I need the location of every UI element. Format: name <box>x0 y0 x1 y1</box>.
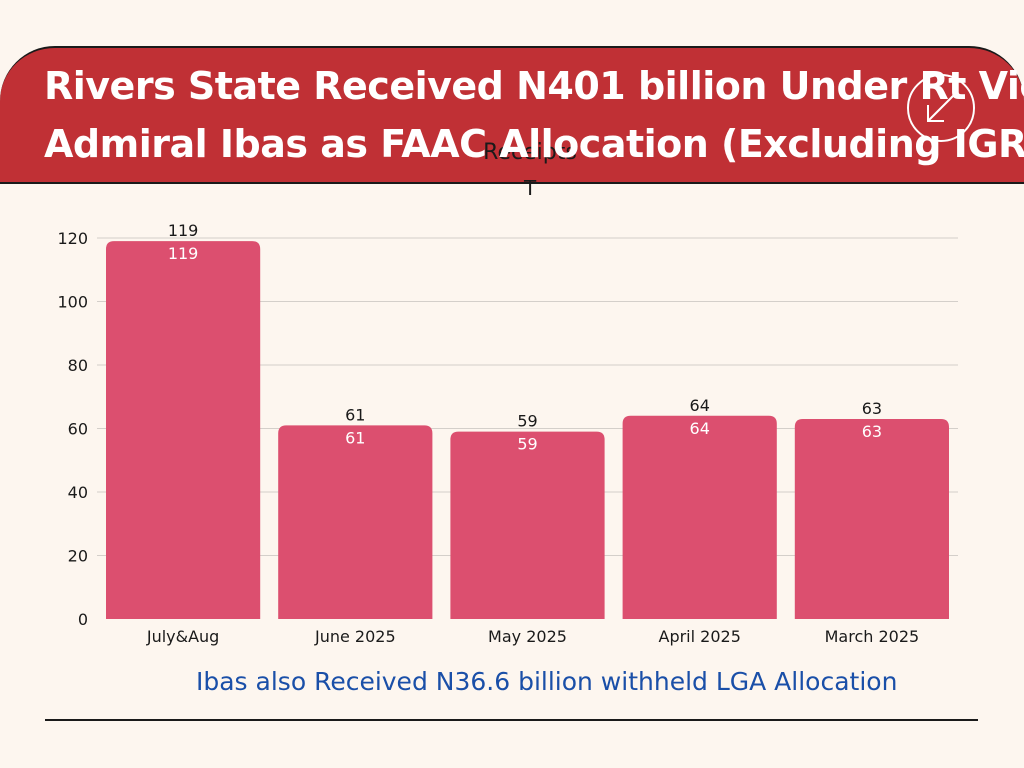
x-tick-label-2: May 2025 <box>488 627 567 646</box>
x-tick-label-1: June 2025 <box>314 627 396 646</box>
x-tick-label-3: April 2025 <box>659 627 741 646</box>
chart-title-mark: T <box>524 176 537 200</box>
bar-0 <box>106 241 261 620</box>
bar-2 <box>450 431 605 619</box>
y-tick-label-4: 80 <box>68 356 88 375</box>
bar-4 <box>794 418 949 619</box>
bar-chart: 0 20 40 60 80 100 120 119 119 July&Aug 61 61 June 20… <box>57 221 958 646</box>
bar-inner-label-3: 64 <box>690 419 710 438</box>
y-tick-label-5: 100 <box>57 293 88 312</box>
x-tick-label-0: July&Aug <box>146 627 220 646</box>
x-tick-label-4: March 2025 <box>825 627 920 646</box>
banner-title-line-1: Rivers State Received N401 billion Under… <box>44 64 1024 108</box>
bar-3 <box>622 415 777 619</box>
y-tick-label-3: 60 <box>68 420 88 439</box>
title-banner <box>0 46 1024 184</box>
bar-value-label-3: 64 <box>690 396 710 415</box>
bar-1 <box>278 425 433 619</box>
bar-inner-label-2: 59 <box>517 435 537 454</box>
bar-value-label-4: 63 <box>862 399 882 418</box>
chart-title: Receipts <box>483 140 577 165</box>
bar-inner-label-4: 63 <box>862 422 882 441</box>
bar-value-label-0: 119 <box>168 221 199 240</box>
bar-inner-label-1: 61 <box>345 428 365 447</box>
lga-allocation-caption: Ibas also Received N36.6 billion withhel… <box>196 667 898 696</box>
y-tick-label-2: 40 <box>68 483 88 502</box>
bar-value-label-2: 59 <box>517 412 537 431</box>
bar-inner-label-0: 119 <box>168 244 199 263</box>
y-tick-label-0: 0 <box>78 610 88 629</box>
download-arrow-icon[interactable] <box>906 73 976 143</box>
y-tick-label-1: 20 <box>68 547 88 566</box>
bar-value-label-1: 61 <box>345 405 365 424</box>
divider-line <box>45 719 978 721</box>
y-tick-label-6: 120 <box>57 229 88 248</box>
banner-title-line-2: Admiral Ibas as FAAC Allocation (Excludi… <box>44 122 1024 166</box>
